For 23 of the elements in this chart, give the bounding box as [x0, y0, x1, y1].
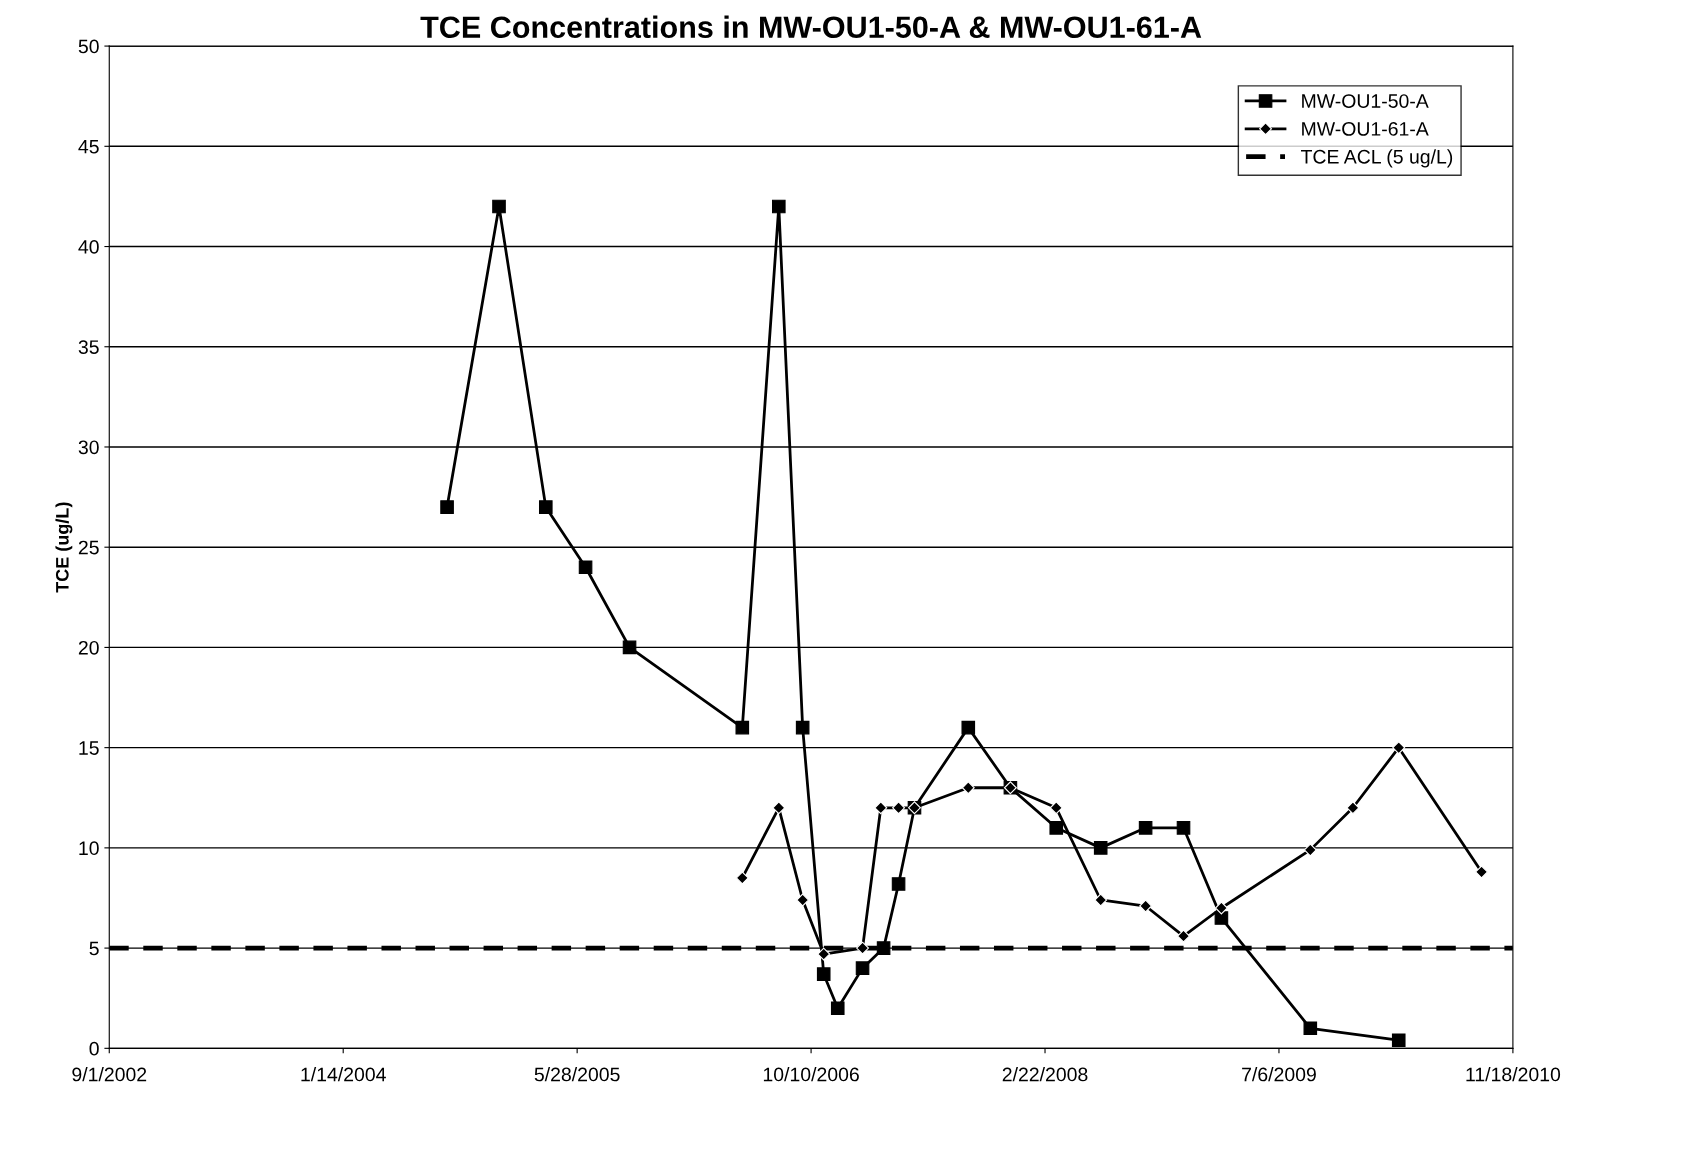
y-tick-label: 25	[78, 540, 99, 555]
legend-label: MW-OU1-50-A	[1302, 94, 1429, 108]
x-tick-label: 2/22/2008	[1002, 1067, 1088, 1082]
x-tick-label: 1/14/2004	[301, 1067, 386, 1082]
x-tick-label: 7/6/2009	[1242, 1067, 1316, 1082]
legend-label: MW-OU1-61-A	[1302, 122, 1429, 136]
y-tick-label: 20	[78, 640, 99, 655]
chart-title: TCE Concentrations in MW-OU1-50-A & MW-OU1-61-A	[420, 15, 1202, 39]
y-tick-label: 35	[78, 340, 99, 354]
y-tick-label: 30	[78, 440, 99, 455]
x-tick-label: 9/1/2002	[72, 1067, 147, 1082]
y-tick-label: 10	[79, 841, 99, 856]
y-tick-label: 5	[89, 941, 99, 956]
y-tick-label: 40	[78, 240, 99, 254]
x-tick-label: 5/28/2005	[534, 1067, 620, 1082]
y-tick-label: 50	[78, 39, 99, 54]
y-tick-label: 15	[79, 741, 99, 755]
x-tick-label: 10/10/2006	[763, 1067, 859, 1082]
y-tick-label: 45	[78, 139, 99, 154]
x-tick-label: 11/18/2010	[1466, 1067, 1561, 1082]
legend-label: TCE ACL (5 ug/L)	[1301, 149, 1453, 168]
y-tick-label: 0	[89, 1041, 99, 1056]
y-axis-title: TCE (ug/L)	[55, 502, 73, 593]
